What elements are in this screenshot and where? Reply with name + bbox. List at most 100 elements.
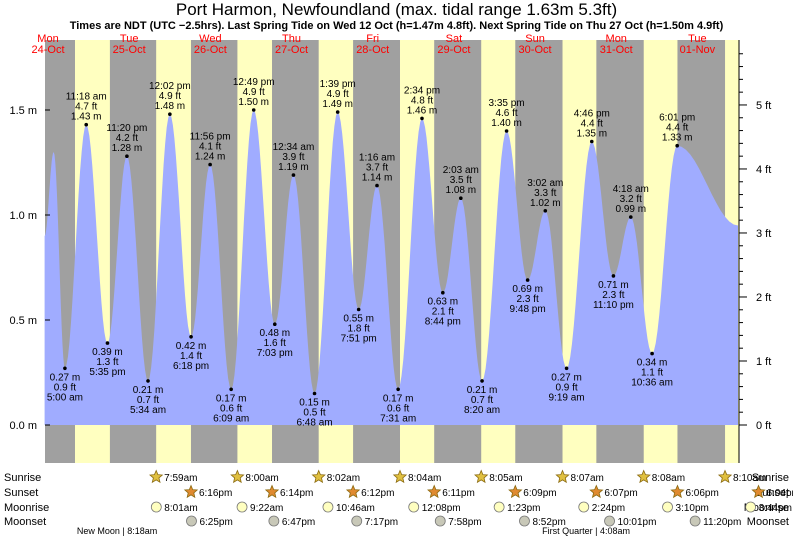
row-label-right: Sunrise <box>752 472 789 484</box>
tide-time: 11:20 pm <box>106 123 147 134</box>
sun-star-icon <box>149 469 164 484</box>
tide-height-ft: 4.6 ft <box>495 108 517 119</box>
row-time-label: 11:20pm <box>703 517 741 528</box>
tide-height-ft: 1.1 ft <box>641 368 663 379</box>
tide-height-ft: 4.4 ft <box>581 119 603 130</box>
chart-title: Port Harmon, Newfoundland (max. tidal ra… <box>175 0 618 19</box>
tide-time: 3:02 am <box>527 178 563 189</box>
row-time-label: 7:17pm <box>365 517 398 528</box>
tide-height-m: 1.02 m <box>530 198 561 209</box>
tide-time: 7:31 am <box>380 413 416 424</box>
tide-point <box>441 290 445 295</box>
day-label-weekday: Mon <box>37 33 58 45</box>
day-label-weekday: Sun <box>525 33 545 45</box>
row-time-label: 8:02am <box>327 473 360 484</box>
tide-time: 7:03 pm <box>257 348 293 359</box>
tide-time: 2:34 pm <box>404 85 440 96</box>
sun-star-icon <box>555 469 570 484</box>
row-time-label: 10:46am <box>336 503 375 514</box>
tide-height-ft: 1.4 ft <box>180 351 202 362</box>
right-axis-label: 4 ft <box>756 164 771 176</box>
tide-time: 6:18 pm <box>173 361 209 372</box>
moon-icon <box>434 515 446 527</box>
tide-point <box>543 209 548 213</box>
day-label-date: 25-Oct <box>113 44 146 56</box>
tide-height-m: 0.27 m <box>50 372 81 383</box>
day-label-weekday: Mon <box>606 33 627 45</box>
moon-icon <box>662 501 673 513</box>
tide-height-ft: 4.1 ft <box>199 142 221 153</box>
row-time-label: 8:08am <box>652 473 685 484</box>
row-label-left: Sunrise <box>4 472 41 484</box>
tide-time: 1:16 am <box>359 153 395 164</box>
tide-height-ft: 0.6 ft <box>220 403 242 414</box>
row-time-label: 8:07am <box>571 473 604 484</box>
left-axis-label: 1.0 m <box>9 210 37 222</box>
tide-height-ft: 0.9 ft <box>555 382 577 393</box>
tide-time: 7:51 pm <box>341 334 377 345</box>
day-label-date: 30-Oct <box>519 44 552 56</box>
tide-height-ft: 4.9 ft <box>159 91 181 102</box>
tide-height-ft: 4.4 ft <box>666 123 688 134</box>
sun-star-icon <box>589 484 604 499</box>
row-time-label: 6:47pm <box>282 517 315 528</box>
day-label-weekday: Tue <box>120 33 139 45</box>
moon-icon <box>351 515 363 527</box>
tide-height-ft: 3.9 ft <box>282 152 304 163</box>
tide-time: 12:02 pm <box>149 81 191 92</box>
tide-point <box>396 387 400 392</box>
tide-height-m: 0.48 m <box>259 328 290 339</box>
tide-height-m: 0.21 m <box>133 385 164 396</box>
day-label-weekday: Thu <box>282 33 301 45</box>
moon-icon <box>150 501 162 513</box>
day-label-date: 28-Oct <box>356 44 389 56</box>
tide-height-m: 0.17 m <box>216 393 247 404</box>
tide-height-m: 1.49 m <box>322 99 353 110</box>
sun-star-icon <box>183 484 199 499</box>
moon-icon <box>519 515 530 527</box>
tide-point <box>356 307 361 312</box>
moon-phase-label: First Quarter | 4:08am <box>542 526 630 536</box>
tide-height-m: 0.55 m <box>343 314 374 325</box>
tide-curve <box>44 110 739 425</box>
row-time-label: 6:25pm <box>199 517 232 528</box>
tide-height-ft: 3.5 ft <box>450 175 472 186</box>
right-axis-label: 3 ft <box>756 228 771 240</box>
tide-point <box>272 322 277 327</box>
tide-height-m: 1.46 m <box>407 105 438 116</box>
tide-height-ft: 2.3 ft <box>516 294 538 305</box>
tide-height-m: 1.35 m <box>576 129 607 140</box>
tide-point <box>63 366 67 371</box>
tide-height-m: 0.63 m <box>428 297 459 308</box>
row-time-label: 9:22am <box>250 503 283 514</box>
row-time-label: 6:12pm <box>361 488 394 499</box>
tide-height-m: 0.21 m <box>467 385 498 396</box>
tide-height-ft: 3.7 ft <box>366 163 388 174</box>
tide-height-m: 1.48 m <box>155 101 186 112</box>
tide-height-ft: 3.3 ft <box>534 188 556 199</box>
day-label-date: 26-Oct <box>194 44 227 56</box>
tide-height-ft: 4.9 ft <box>243 87 265 98</box>
row-label-left: Sunset <box>4 487 38 499</box>
tide-height-m: 1.50 m <box>238 97 269 108</box>
row-time-label: 8:01am <box>164 503 197 514</box>
sun-star-icon <box>392 469 408 484</box>
tide-height-ft: 2.1 ft <box>432 307 454 318</box>
moon-icon <box>322 501 334 513</box>
left-axis-label: 0.0 m <box>9 420 37 432</box>
tide-time: 9:48 pm <box>510 304 546 315</box>
tide-height-m: 1.14 m <box>362 173 393 184</box>
row-time-label: 3:10pm <box>676 503 709 514</box>
tide-height-ft: 1.6 ft <box>264 338 286 349</box>
row-time-label: 1:23pm <box>507 503 540 514</box>
tide-point <box>480 379 484 383</box>
tide-time: 5:34 am <box>130 405 166 416</box>
moon-icon <box>408 501 420 513</box>
tide-point <box>650 351 654 356</box>
moon-icon <box>745 501 757 513</box>
tide-time: 10:36 am <box>631 378 673 389</box>
sun-star-icon <box>345 484 361 499</box>
moon-icon <box>268 515 280 527</box>
tide-height-ft: 0.5 ft <box>303 408 325 419</box>
